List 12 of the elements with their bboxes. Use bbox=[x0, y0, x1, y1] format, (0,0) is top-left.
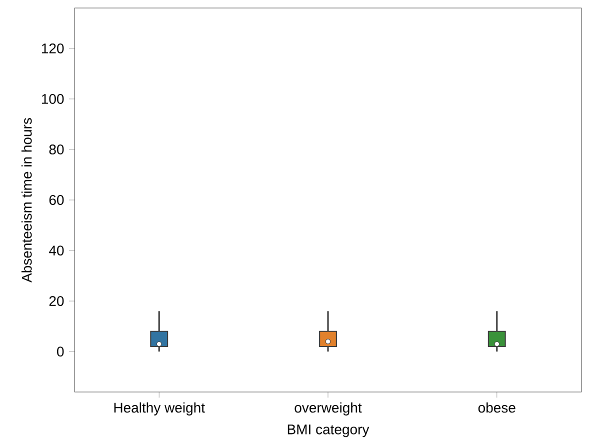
x-axis-title: BMI category bbox=[288, 424, 370, 438]
x-tick-label: obese bbox=[478, 402, 516, 413]
y-tick-label: 0 bbox=[57, 346, 64, 357]
y-tick-label: 120 bbox=[42, 43, 64, 54]
x-tick-label: overweight bbox=[294, 402, 362, 416]
x-tick-label: Healthy weight bbox=[114, 402, 205, 416]
y-tick-label: 40 bbox=[49, 246, 64, 256]
y-tick-label: 60 bbox=[49, 195, 64, 205]
y-tick-label: 80 bbox=[49, 144, 64, 154]
y-axis-title: Absenteeism time in hours bbox=[21, 118, 32, 282]
y-tick-label: 100 bbox=[42, 94, 64, 104]
y-tick-label: 20 bbox=[49, 296, 64, 306]
